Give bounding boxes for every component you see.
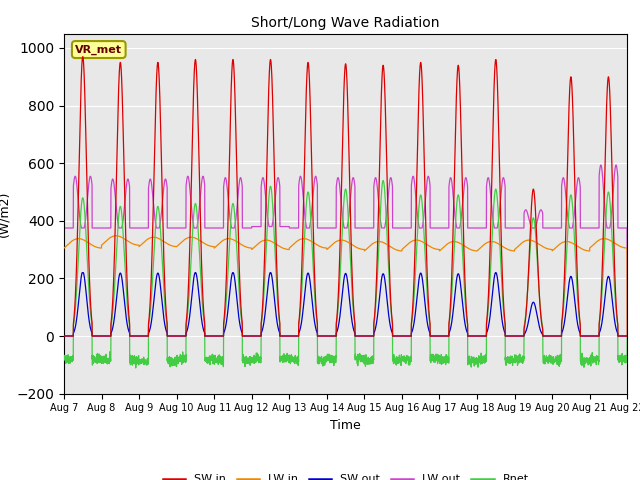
Title: Short/Long Wave Radiation: Short/Long Wave Radiation xyxy=(252,16,440,30)
Text: VR_met: VR_met xyxy=(76,44,122,55)
Legend: SW in, LW in, SW out, LW out, Rnet: SW in, LW in, SW out, LW out, Rnet xyxy=(158,470,533,480)
Y-axis label: (W/m2): (W/m2) xyxy=(0,191,11,237)
X-axis label: Time: Time xyxy=(330,419,361,432)
